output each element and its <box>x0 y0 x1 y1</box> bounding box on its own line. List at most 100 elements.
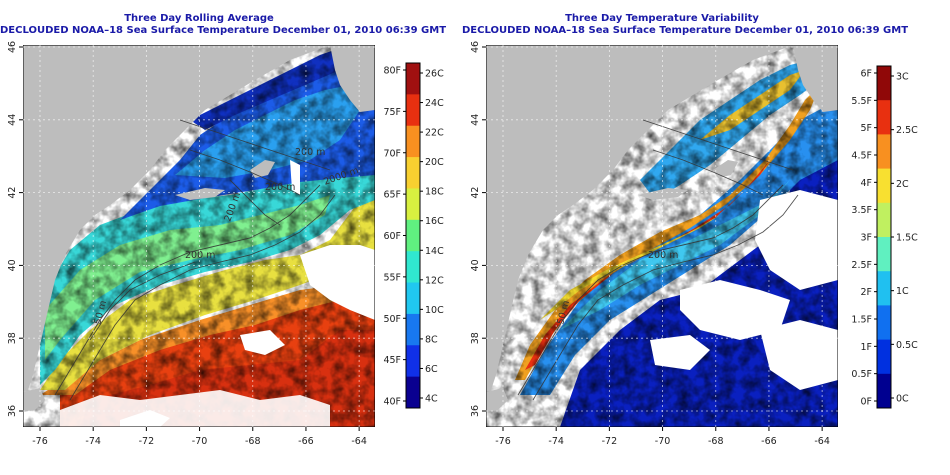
right-map-panel <box>486 45 838 427</box>
colorbar-swatch <box>406 94 420 127</box>
x-tick-label: -64 <box>351 436 367 447</box>
y-tick-label: 42 <box>470 187 481 199</box>
y-tick-label: 46 <box>7 41 18 53</box>
colorbar-label-left: 3F <box>860 233 872 244</box>
colorbar-swatch <box>877 168 891 204</box>
colorbar-swatch <box>406 345 420 378</box>
colorbar-swatch <box>406 251 420 284</box>
x-tick-label: -74 <box>548 436 564 447</box>
right-title-line2: DECLOUDED NOAA–18 Sea Surface Temperatur… <box>462 25 909 36</box>
x-tick-label: -66 <box>298 436 314 447</box>
colorbar-swatch <box>406 313 420 346</box>
right-colorbar: 6F 5.5F 5F 4.5F 4F 3.5F 3F 2.5F 2F 1.5F 1F 0.5F 0F 3C… <box>851 65 918 409</box>
left-contour-label: 200 m <box>265 182 295 193</box>
colorbar-label-right: 18C <box>425 187 444 198</box>
colorbar-swatch <box>406 219 420 252</box>
colorbar-label-right: 6C <box>425 364 438 375</box>
y-tick-label: 40 <box>470 259 481 271</box>
right-contour-label: 200 m <box>648 250 678 261</box>
colorbar-label-left: 5.5F <box>851 96 872 107</box>
x-tick-label: -70 <box>192 436 208 447</box>
colorbar-label-right: 2.5C <box>896 125 918 136</box>
right-title-line1: Three Day Temperature Variability <box>565 13 759 24</box>
right-axes: -76 -74 -72 -70 -68 -66 -64 46 44 42 40 38 36 <box>470 41 838 447</box>
left-axes: -76 -74 -72 -70 -68 -66 -64 46 44 42 40 38 36 <box>7 41 375 447</box>
colorbar-label-right: 0C <box>896 394 909 405</box>
y-tick-label: 42 <box>7 187 18 199</box>
colorbar-label-right: 14C <box>425 246 444 257</box>
right-bathymetry-contours <box>517 119 799 401</box>
y-tick-label: 44 <box>470 114 481 126</box>
x-tick-label: -64 <box>814 436 830 447</box>
x-tick-label: -70 <box>655 436 671 447</box>
colorbar-swatch <box>877 373 891 409</box>
colorbar-swatch <box>877 271 891 306</box>
colorbar-label-left: 75F <box>383 107 401 118</box>
x-tick-label: -74 <box>85 436 101 447</box>
colorbar-label-left: 60F <box>383 231 401 242</box>
colorbar-label-right: 4C <box>425 394 438 405</box>
colorbar-label-left: 5F <box>860 123 872 134</box>
colorbar-label-left: 4F <box>860 178 872 189</box>
colorbar-label-right: 2C <box>896 179 909 190</box>
x-tick-label: -76 <box>495 436 511 447</box>
colorbar-label-left: 45F <box>383 355 401 366</box>
y-tick-label: 38 <box>7 332 18 344</box>
x-tick-label: -66 <box>761 436 777 447</box>
colorbar-label-left: 80F <box>383 66 401 77</box>
colorbar-swatch <box>406 376 420 409</box>
colorbar-label-left: 1.5F <box>851 315 872 326</box>
colorbar-label-right: 20C <box>425 157 444 168</box>
colorbar-swatch <box>877 134 891 170</box>
colorbar-label-left: 6F <box>860 69 872 80</box>
colorbar-label-right: 0.5C <box>896 340 918 351</box>
colorbar-label-left: 40F <box>383 397 401 408</box>
colorbar-label-right: 1C <box>896 286 909 297</box>
colorbar-label-right: 26C <box>425 69 444 80</box>
left-contour-label: 200 m <box>185 250 215 261</box>
colorbar-swatch <box>877 202 891 238</box>
colorbar-label-left: 1F <box>860 342 872 353</box>
x-tick-label: -68 <box>708 436 724 447</box>
y-tick-label: 36 <box>470 405 481 417</box>
left-colorbar: 80F 75F 70F 65F 60F 55F 50F 45F 40F 26C 24C 22C 20C 1… <box>383 62 444 409</box>
colorbar-label-left: 50F <box>383 314 401 325</box>
colorbar-label-right: 1.5C <box>896 233 918 244</box>
colorbar-label-right: 12C <box>425 275 444 286</box>
colorbar-label-left: 4.5F <box>851 151 872 162</box>
colorbar-label-left: 0F <box>860 397 872 408</box>
colorbar-swatch <box>877 339 891 375</box>
colorbar-label-left: 3.5F <box>851 205 872 216</box>
colorbar-label-left: 2.5F <box>851 260 872 271</box>
colorbar-label-right: 10C <box>425 305 444 316</box>
colorbar-swatch <box>406 63 420 95</box>
colorbar-label-left: 70F <box>383 148 401 159</box>
x-tick-label: -76 <box>32 436 48 447</box>
colorbar-label-right: 16C <box>425 216 444 227</box>
colorbar-label-left: 0.5F <box>851 369 872 380</box>
colorbar-swatch <box>406 125 420 158</box>
left-map-panel <box>23 45 375 427</box>
x-tick-label: -72 <box>139 436 155 447</box>
colorbar-label-right: 22C <box>425 128 444 139</box>
left-bathymetry-contours <box>54 119 336 401</box>
colorbar-label-left: 55F <box>383 272 401 283</box>
colorbar-label-right: 24C <box>425 98 444 109</box>
colorbar-label-left: 2F <box>860 287 872 298</box>
colorbar-swatch <box>406 157 420 189</box>
colorbar-swatch <box>877 66 891 101</box>
colorbar-label-left: 65F <box>383 190 401 201</box>
colorbar-swatch <box>406 188 420 221</box>
y-tick-label: 44 <box>7 114 18 126</box>
left-title-line1: Three Day Rolling Average <box>124 13 274 24</box>
colorbar-label-right: 8C <box>425 334 438 345</box>
left-contour-label: 200 m <box>295 147 325 158</box>
y-tick-label: 40 <box>7 259 18 271</box>
colorbar-swatch <box>877 305 891 341</box>
y-tick-label: 38 <box>470 332 481 344</box>
x-tick-label: -68 <box>245 436 261 447</box>
colorbar-swatch <box>406 282 420 315</box>
x-tick-label: -72 <box>602 436 618 447</box>
y-tick-label: 46 <box>470 41 481 53</box>
